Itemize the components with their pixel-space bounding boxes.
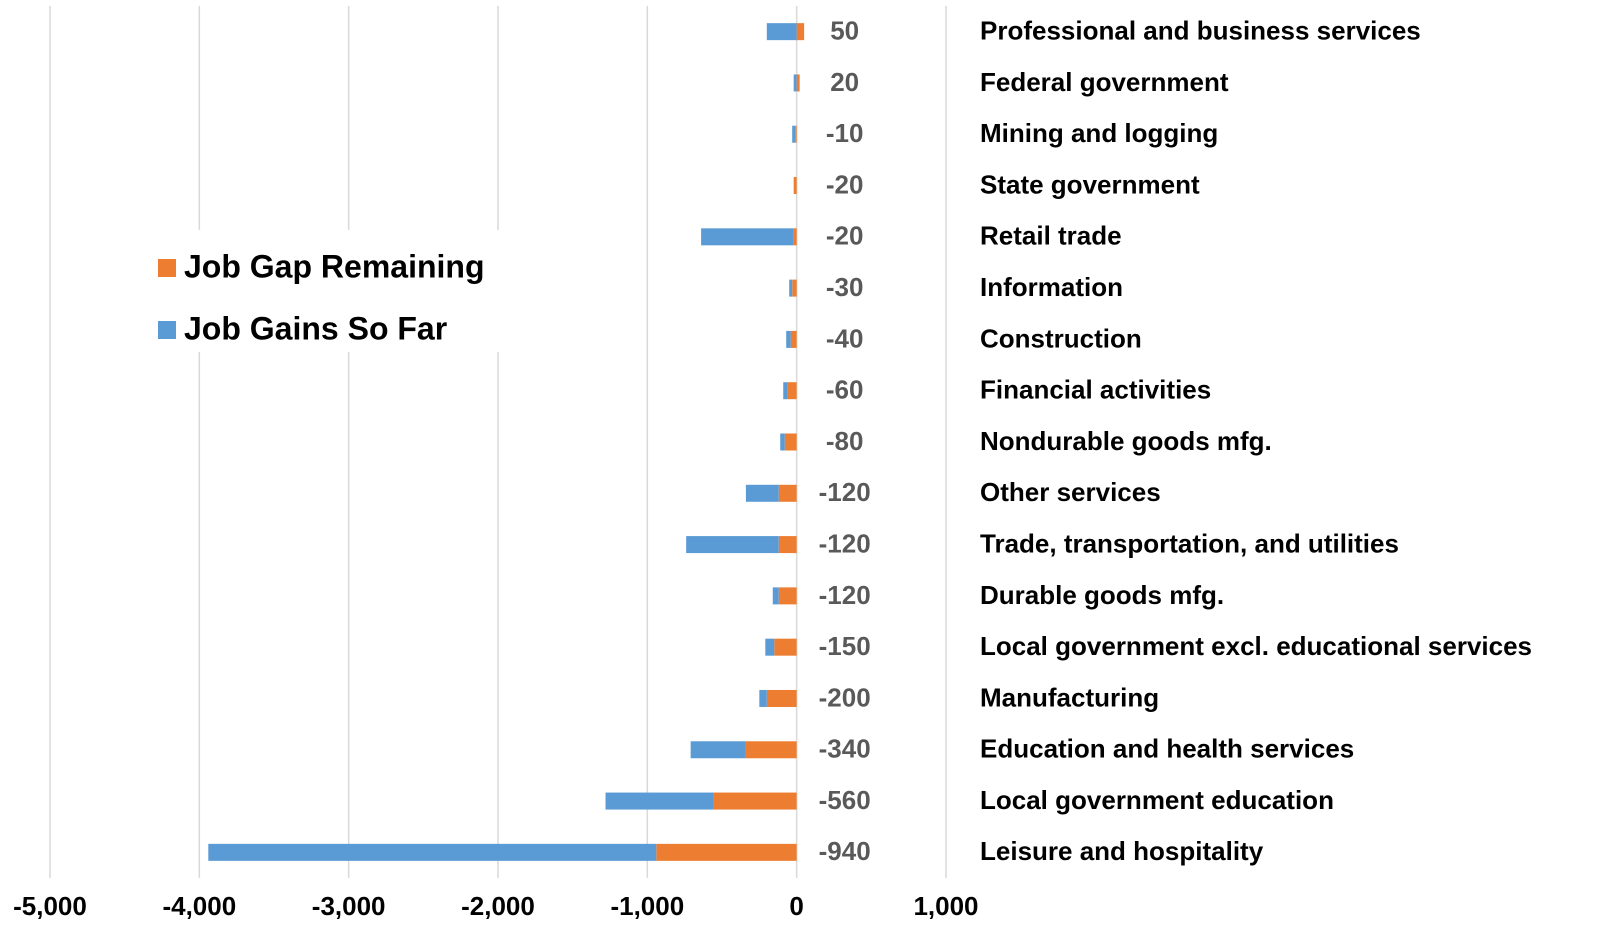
bar <box>745 484 779 502</box>
bar <box>792 279 797 297</box>
category-label: Financial activities <box>980 375 1211 405</box>
bar <box>605 792 714 810</box>
value-label: -120 <box>819 477 871 507</box>
x-tick-label: -3,000 <box>312 891 386 921</box>
labels: -5,000 -4,000 -3,000 -2,000 -1,000 0 1,000 50 Pr… <box>13 16 1532 921</box>
bar <box>796 74 800 92</box>
category-label: State government <box>980 169 1200 199</box>
category-label: Local government excl. educational servi… <box>980 631 1532 661</box>
bar <box>690 741 746 759</box>
category-label: Mining and logging <box>980 118 1218 148</box>
category-label: Durable goods mfg. <box>980 580 1224 610</box>
value-label: -20 <box>826 221 864 251</box>
x-tick-label: 1,000 <box>913 891 978 921</box>
bar <box>778 587 797 605</box>
category-label: Retail trade <box>980 221 1122 251</box>
value-label: 20 <box>830 67 859 97</box>
value-label: -20 <box>826 169 864 199</box>
value-label: -30 <box>826 272 864 302</box>
value-label: -40 <box>826 323 864 353</box>
category-label: Other services <box>980 477 1161 507</box>
bar <box>713 792 797 810</box>
bar <box>766 689 797 707</box>
x-tick-label: -1,000 <box>610 891 684 921</box>
value-label: -200 <box>819 682 871 712</box>
bar <box>745 741 797 759</box>
category-label: Professional and business services <box>980 16 1421 46</box>
bar <box>765 638 775 656</box>
category-label: Nondurable goods mfg. <box>980 426 1272 456</box>
bar <box>774 638 797 656</box>
x-tick-label: -4,000 <box>162 891 236 921</box>
legend-label: Job Gap Remaining <box>184 248 484 284</box>
value-label: 50 <box>830 16 859 46</box>
category-label: Federal government <box>980 67 1229 97</box>
bar <box>759 689 767 707</box>
bar <box>778 484 797 502</box>
legend-swatch <box>158 259 176 277</box>
bar <box>795 125 797 143</box>
bars <box>208 23 805 861</box>
value-label: -940 <box>819 836 871 866</box>
category-label: Construction <box>980 323 1142 353</box>
value-label: -340 <box>819 734 871 764</box>
value-label: -120 <box>819 528 871 558</box>
legend-swatch <box>158 321 176 339</box>
legend-label: Job Gains So Far <box>184 310 447 346</box>
bar <box>790 330 797 348</box>
category-label: Information <box>980 272 1123 302</box>
category-label: Education and health services <box>980 734 1354 764</box>
value-label: -120 <box>819 580 871 610</box>
grid <box>49 6 947 878</box>
bar <box>796 23 805 41</box>
value-label: -560 <box>819 785 871 815</box>
x-tick-label: 0 <box>789 891 803 921</box>
bar <box>793 228 797 246</box>
bar <box>778 536 797 554</box>
bar <box>783 382 788 400</box>
bar <box>208 843 657 861</box>
bar <box>701 228 794 246</box>
bar <box>766 23 797 41</box>
bar <box>656 843 797 861</box>
category-label: Trade, transportation, and utilities <box>980 528 1399 558</box>
value-label: -80 <box>826 426 864 456</box>
bar <box>789 279 793 297</box>
x-tick-label: -5,000 <box>13 891 87 921</box>
category-label: Leisure and hospitality <box>980 836 1264 866</box>
legend-box <box>148 230 508 352</box>
bar <box>793 177 797 195</box>
bar <box>786 330 791 348</box>
x-tick-label: -2,000 <box>461 891 535 921</box>
bar <box>780 433 785 451</box>
value-label: -150 <box>819 631 871 661</box>
bar <box>784 433 797 451</box>
bar <box>792 125 796 143</box>
bar <box>772 587 779 605</box>
category-label: Local government education <box>980 785 1334 815</box>
bar <box>686 536 779 554</box>
value-label: -10 <box>826 118 864 148</box>
category-label: Manufacturing <box>980 682 1159 712</box>
bar <box>793 74 797 92</box>
legend: Job Gap Remaining Job Gains So Far <box>148 230 508 352</box>
bar <box>787 382 797 400</box>
value-label: -60 <box>826 375 864 405</box>
